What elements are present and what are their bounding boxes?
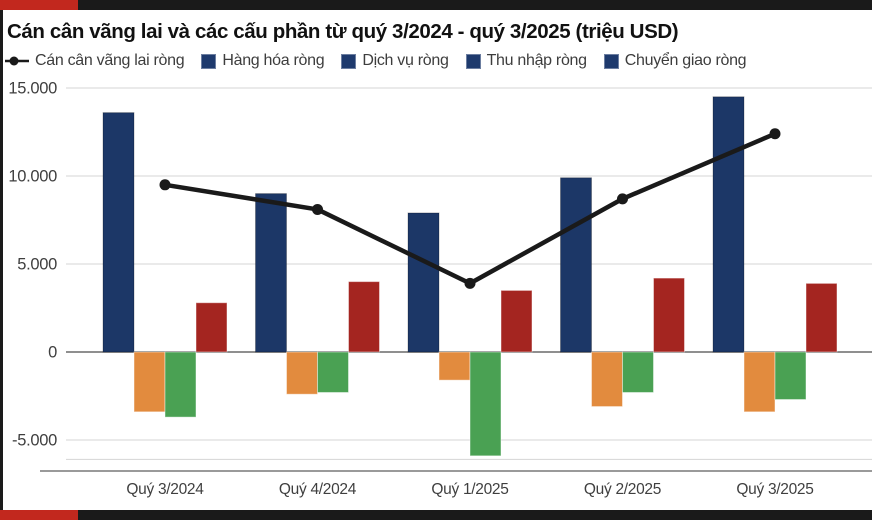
x-axis-label: Quý 1/2025 xyxy=(431,481,508,498)
y-tick-label: 0 xyxy=(48,344,57,362)
top-accent-bar xyxy=(0,0,872,10)
bar xyxy=(102,112,135,353)
bar xyxy=(743,351,776,413)
bar xyxy=(560,177,592,353)
bar xyxy=(255,193,287,353)
x-axis-label: Quý 2/2025 xyxy=(584,481,661,498)
bar xyxy=(500,289,533,353)
chart-title: Cán cân vãng lai và các cấu phần từ quý … xyxy=(7,20,679,43)
bar xyxy=(164,351,197,418)
y-tick-label: 5.000 xyxy=(17,256,57,274)
bottom-accent-bar xyxy=(0,510,872,520)
x-axis-label: Quý 3/2025 xyxy=(736,481,813,498)
bar xyxy=(133,351,166,413)
legend-label: Cán cân vãng lai ròng xyxy=(35,52,185,69)
legend-item-transfers: Chuyển giao ròng xyxy=(603,52,747,70)
bar xyxy=(591,351,623,408)
bar xyxy=(438,351,471,381)
line-point xyxy=(769,128,781,140)
line-point xyxy=(617,193,628,205)
legend-label: Thu nhập ròng xyxy=(486,52,587,69)
bar xyxy=(712,96,745,353)
legend-label: Dịch vụ ròng xyxy=(362,52,449,69)
x-axis-label: Quý 4/2024 xyxy=(279,481,357,498)
y-tick-label: -5.000 xyxy=(12,432,57,450)
left-border xyxy=(0,10,3,510)
legend-item-income: Thu nhập ròng xyxy=(465,52,587,70)
line-point xyxy=(312,203,323,215)
bar xyxy=(653,277,685,353)
line-dot-icon xyxy=(5,56,29,66)
square-swatch-icon xyxy=(201,53,217,69)
line-point xyxy=(464,277,476,289)
bottom-accent-red-segment xyxy=(0,510,78,520)
square-swatch-icon xyxy=(465,53,481,69)
bar xyxy=(774,351,807,401)
square-swatch-icon xyxy=(341,53,357,69)
legend-item-current-account: Cán cân vãng lai ròng xyxy=(5,52,185,70)
bar xyxy=(348,281,380,353)
bar xyxy=(195,302,228,353)
bar xyxy=(286,351,318,395)
x-axis-label: Quý 3/2024 xyxy=(126,481,204,498)
bar xyxy=(469,351,502,457)
bar xyxy=(317,351,349,393)
chart-legend: Cán cân vãng lai ròng Hàng hóa ròng Dịch… xyxy=(5,52,871,70)
y-tick-label: 10.000 xyxy=(8,168,57,186)
legend-label: Chuyển giao ròng xyxy=(624,52,747,69)
legend-item-goods: Hàng hóa ròng xyxy=(201,52,325,70)
legend-item-services: Dịch vụ ròng xyxy=(341,52,449,70)
bar xyxy=(805,282,838,353)
bar xyxy=(622,351,654,393)
y-tick-label: 15.000 xyxy=(8,80,57,98)
line-point xyxy=(159,179,171,191)
bar xyxy=(407,212,440,353)
top-accent-red-segment xyxy=(0,0,78,10)
legend-label: Hàng hóa ròng xyxy=(222,52,325,69)
square-swatch-icon xyxy=(603,53,619,69)
